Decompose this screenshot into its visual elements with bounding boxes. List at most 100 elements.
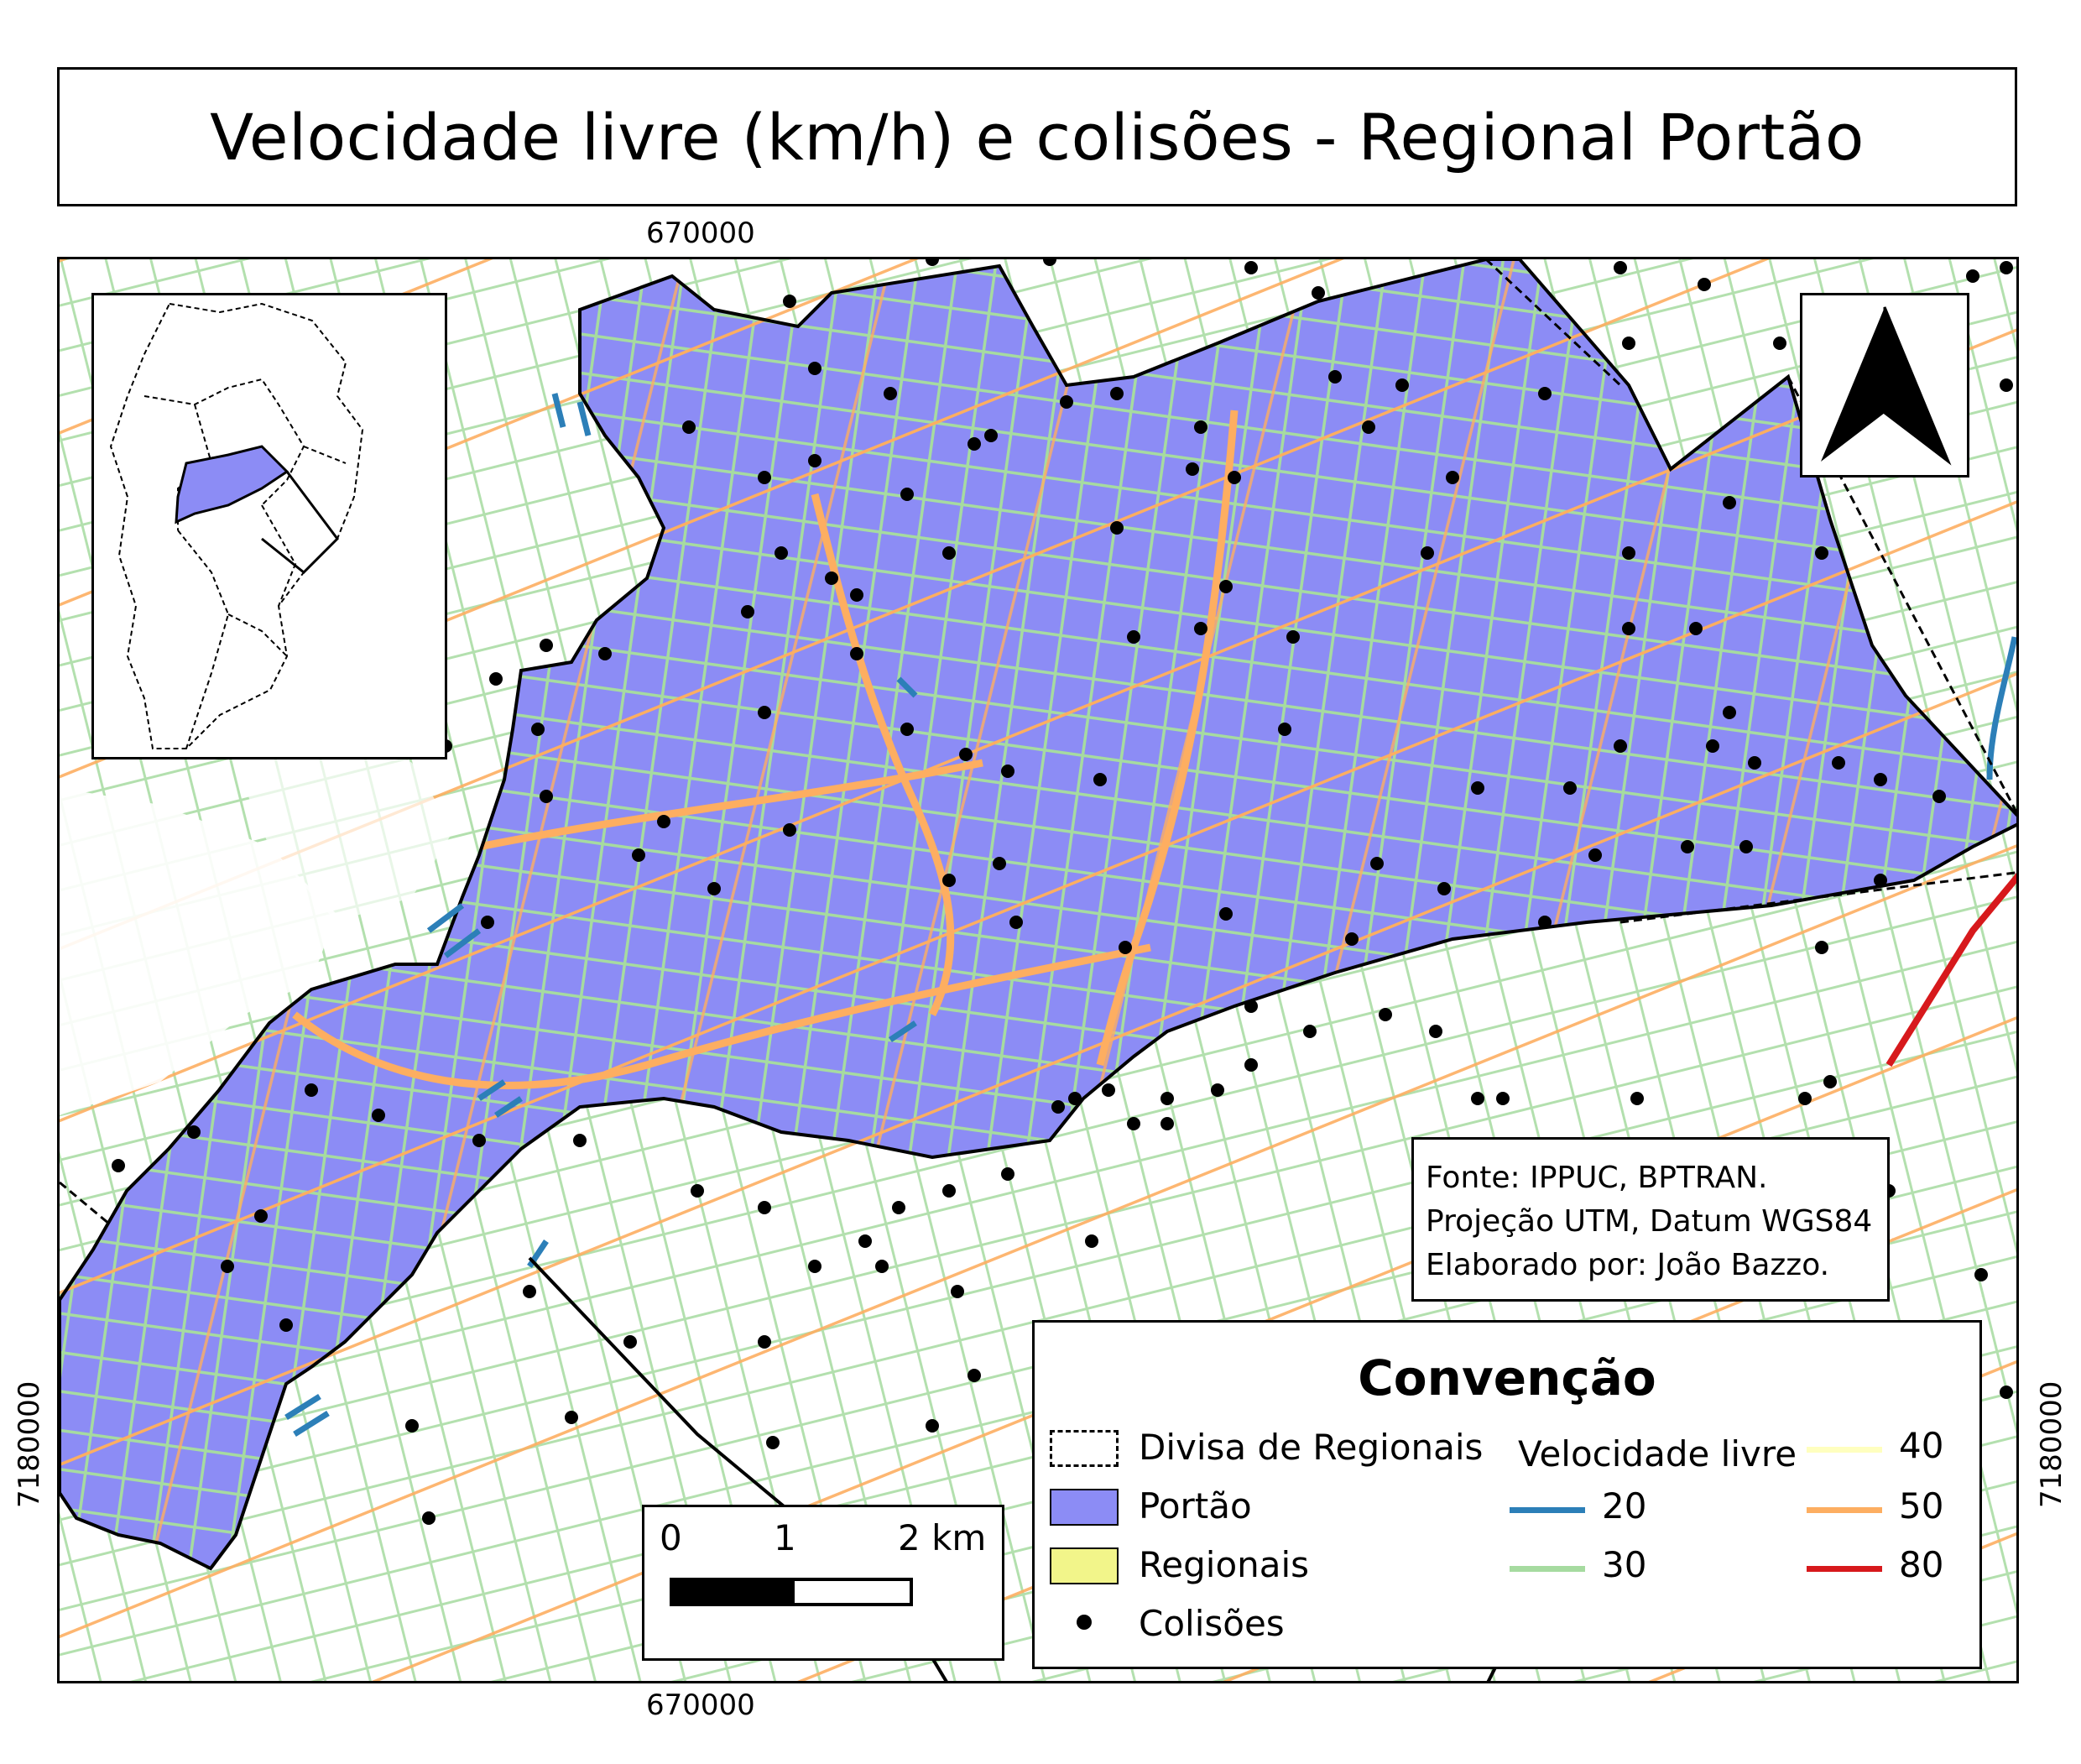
collision-dot (741, 605, 754, 618)
collision-dot (1219, 907, 1233, 921)
collision-dot (1043, 259, 1056, 266)
collision-dot (1471, 781, 1484, 795)
scale-bar: 0 1 2 km (642, 1505, 1004, 1661)
speed-swatch-50 (1807, 1507, 1882, 1513)
collision-dot (1379, 1008, 1392, 1021)
collision-dot (405, 1419, 419, 1433)
collision-dot (1974, 1268, 1988, 1281)
coord-bottom: 670000 (646, 1688, 755, 1722)
collision-dot (926, 259, 939, 266)
collision-dot (691, 1184, 704, 1198)
coord-top: 670000 (646, 217, 755, 250)
collision-dot (967, 1369, 981, 1382)
collision-dot (1538, 387, 1552, 400)
collision-dot (1429, 1025, 1442, 1038)
scale-label-2: 2 km (898, 1517, 987, 1558)
north-arrow-panel (1800, 293, 1969, 478)
collision-dot (1874, 773, 1887, 786)
collision-dot (1798, 1092, 1812, 1105)
collision-dot (942, 546, 956, 560)
collision-dot (707, 882, 721, 895)
collision-dot (1698, 278, 1711, 291)
speed-80-segment (1885, 872, 2016, 1067)
collision-dot (1723, 706, 1736, 719)
collision-dot (531, 723, 545, 736)
blank-area-center-west (227, 729, 454, 922)
collision-dot (1723, 496, 1736, 509)
collision-dot (1421, 546, 1434, 560)
collision-dot (489, 672, 503, 686)
collision-dot (1932, 790, 1946, 803)
scale-bar-black-segment (673, 1581, 795, 1603)
collision-dot (1119, 941, 1132, 954)
collision-dot (573, 1134, 587, 1147)
collision-dot (1244, 999, 1258, 1013)
collision-dot (1160, 1092, 1174, 1105)
collision-dot (775, 546, 788, 560)
collision-dot (758, 706, 771, 719)
collision-dot (1370, 857, 1384, 870)
collision-dot (1395, 378, 1409, 392)
collision-dot (1538, 916, 1552, 929)
collision-dot (1815, 941, 1828, 954)
collision-dot (1689, 622, 1703, 635)
collision-dot (808, 454, 821, 467)
collision-dot (1102, 1083, 1115, 1097)
collision-dot (1068, 1092, 1082, 1105)
legend-title: Convenção (1358, 1349, 1656, 1407)
collision-dot (682, 420, 696, 434)
collision-dot (942, 874, 956, 887)
map-frame[interactable]: Fonte: IPPUC, BPTRAN. Projeção UTM, Datu… (57, 257, 2019, 1683)
collision-dot (1303, 1025, 1317, 1038)
legend-swatch-divisa (1050, 1430, 1119, 1467)
collision-dot (372, 1109, 385, 1122)
collision-dot (1706, 739, 1719, 753)
collision-dot (254, 1209, 268, 1223)
collision-dot (758, 1335, 771, 1349)
collision-dot (1194, 420, 1207, 434)
inset-map (91, 293, 447, 759)
collision-dot (1614, 739, 1627, 753)
collision-dot (1085, 1234, 1098, 1248)
collision-dot (623, 1335, 637, 1349)
legend-label-regionais: Regionais (1139, 1544, 1310, 1585)
collision-dot (481, 916, 494, 929)
collision-dot (1001, 765, 1014, 778)
collision-dot (1328, 370, 1342, 384)
collision-dot (1110, 387, 1124, 400)
collision-dot (758, 471, 771, 484)
collision-dot (305, 1083, 318, 1097)
collision-dot (1630, 1092, 1644, 1105)
collision-dot (1244, 261, 1258, 274)
legend-swatch-portao (1050, 1489, 1119, 1526)
collision-dot (850, 588, 863, 602)
scale-label-0: 0 (660, 1517, 682, 1558)
collision-dot (1748, 756, 1761, 770)
collision-dot (808, 362, 821, 375)
collision-dot (1588, 848, 1602, 862)
collision-dot (2000, 1386, 2013, 1399)
legend-swatch-regionais (1050, 1547, 1119, 1584)
collision-dot (422, 1511, 435, 1525)
collision-dot (1286, 630, 1300, 644)
collision-dot (1219, 580, 1233, 593)
map-title: Velocidade livre (km/h) e colisões - Reg… (210, 99, 1865, 175)
source-line-3: Elaborado por: João Bazzo. (1426, 1248, 1830, 1282)
collision-dot (1773, 337, 1786, 350)
speed-label-30: 30 (1602, 1544, 1647, 1585)
collision-dot (1496, 1092, 1510, 1105)
collision-dot (221, 1260, 234, 1273)
legend-label-portao: Portão (1139, 1485, 1252, 1527)
collision-dot-icon (1077, 1615, 1092, 1630)
collision-dot (1001, 1167, 1014, 1181)
collision-dot (984, 429, 998, 442)
collision-dot (632, 848, 645, 862)
collision-dot (1622, 546, 1635, 560)
collisions-layer (112, 259, 2013, 1525)
collision-dot (1362, 420, 1375, 434)
legend-panel: Convenção Divisa de Regionais Portão Reg… (1032, 1320, 1982, 1669)
speed-swatch-30 (1510, 1566, 1585, 1572)
speed-label-20: 20 (1602, 1485, 1647, 1527)
collision-dot (959, 748, 973, 761)
collision-dot (523, 1285, 536, 1298)
